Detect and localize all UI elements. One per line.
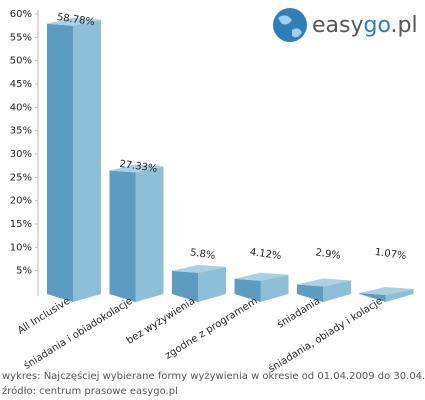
bar: [234, 272, 289, 302]
y-tick-label: 35%: [10, 126, 32, 137]
logo-icon: [273, 8, 307, 42]
x-tick-label: śniadania: [275, 295, 322, 331]
bar: [172, 264, 226, 302]
y-tick-label: 60%: [10, 9, 32, 20]
bar: [47, 17, 101, 303]
bar-side: [260, 274, 289, 302]
bar-side: [323, 280, 351, 302]
y-tick-label: 5%: [16, 266, 32, 277]
bar-top: [47, 17, 101, 26]
y-tick-label: 50%: [10, 56, 32, 67]
logo-part: easy: [312, 13, 364, 38]
bar: [109, 164, 164, 302]
bar-top: [234, 272, 289, 281]
bar-top: [297, 278, 351, 287]
bar-side: [135, 166, 164, 302]
value-label: 27.33%: [119, 159, 158, 175]
x-tick-label: All Inclusive: [16, 296, 72, 337]
x-tick-label: śniadania i obiadokolacje: [21, 295, 134, 372]
y-tick-label: 55%: [10, 32, 32, 43]
value-label: 5.8%: [189, 247, 216, 261]
bar-side: [385, 289, 414, 302]
bar-front: [172, 270, 198, 302]
bar-front: [47, 23, 73, 303]
bar-front: [234, 278, 261, 302]
bar-front: [109, 170, 136, 302]
bar-top: [359, 287, 414, 296]
logo-part: go: [364, 13, 391, 38]
bar-top: [109, 164, 164, 173]
y-tick-label: 45%: [10, 79, 32, 90]
bar: [297, 278, 351, 302]
value-label: 58.78%: [56, 12, 95, 28]
value-label: 4.12%: [249, 247, 282, 262]
bar-side: [73, 19, 101, 303]
bar-front: [359, 293, 386, 302]
bar-side: [198, 266, 226, 302]
footer: wykres: Najczęściej wybierane formy wyży…: [2, 370, 425, 382]
y-tick-label: 20%: [10, 196, 32, 207]
logo: easygo.pl: [312, 13, 418, 38]
bar-top: [172, 264, 226, 273]
y-tick-label: 25%: [10, 172, 32, 183]
logo-part: .pl: [391, 13, 418, 38]
footer: źródło: centrum prasowe easygo.pl: [2, 385, 178, 397]
y-tick-label: 40%: [10, 102, 32, 113]
bar-front: [297, 284, 323, 302]
bar: [359, 287, 414, 302]
y-tick-label: 30%: [10, 149, 32, 160]
value-label: 1.07%: [374, 247, 407, 262]
y-tick-label: 10%: [10, 242, 32, 253]
value-label: 2.9%: [315, 247, 342, 261]
y-tick-label: 15%: [10, 219, 32, 230]
x-tick-label: śniadania, obiady i kolacje: [266, 295, 384, 375]
